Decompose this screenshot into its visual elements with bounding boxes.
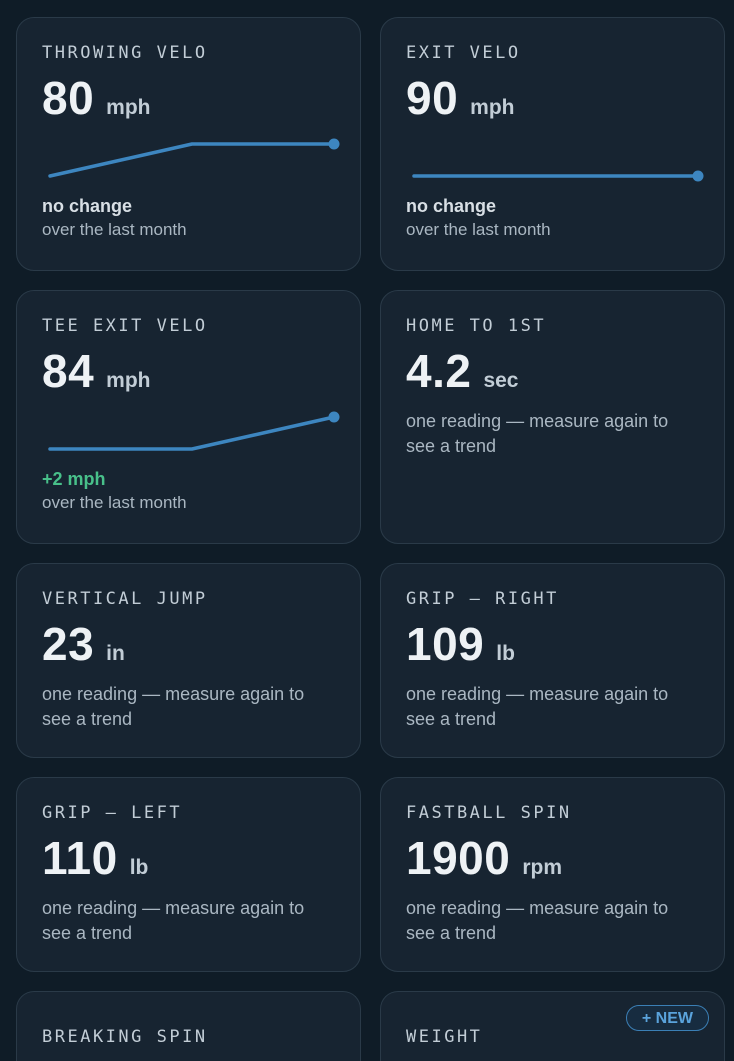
metric-change: no change — [42, 196, 133, 216]
metric-label: GRIP — RIGHT — [406, 589, 559, 609]
metrics-grid: THROWING VELO 80 mph no change over the … — [16, 17, 725, 1061]
metric-value: 84 — [42, 345, 95, 397]
metric-unit: sec — [483, 369, 519, 392]
metric-card-weight[interactable]: WEIGHT + NEW — [380, 991, 725, 1061]
metric-change-caption: over the last month — [42, 220, 187, 239]
metric-label: FASTBALL SPIN — [406, 803, 572, 823]
sparkline-latest-point — [328, 411, 340, 423]
metric-label: BREAKING SPIN — [42, 1027, 208, 1047]
add-weight-button[interactable]: + NEW — [625, 1005, 709, 1031]
metric-label: GRIP — LEFT — [42, 803, 183, 823]
metric-note: one reading — measure again to see a tre… — [42, 684, 305, 729]
metric-value-row: 110 lb — [42, 832, 335, 884]
metric-value: 23 — [42, 618, 95, 670]
metric-unit: mph — [106, 96, 151, 119]
metric-unit: rpm — [522, 856, 563, 879]
metric-unit: lb — [129, 856, 149, 879]
metric-card-throwing-velo[interactable]: THROWING VELO 80 mph no change over the … — [16, 17, 361, 271]
metric-card-grip-left[interactable]: GRIP — LEFT 110 lb one reading — measure… — [16, 777, 361, 972]
metric-card-home-to-first[interactable]: HOME TO 1ST 4.2 sec one reading — measur… — [380, 290, 725, 544]
metric-value: 4.2 — [406, 345, 472, 397]
metric-label: VERTICAL JUMP — [42, 589, 208, 609]
metric-label: HOME TO 1ST — [406, 316, 547, 336]
metric-value: 109 — [406, 618, 485, 670]
sparkline — [48, 138, 340, 178]
sparkline-latest-point — [692, 170, 704, 182]
metric-label: EXIT VELO — [406, 43, 521, 63]
metric-value: 110 — [42, 832, 118, 884]
metric-note: one reading — measure again to see a tre… — [406, 898, 669, 943]
metric-card-breaking-spin[interactable]: BREAKING SPIN — [16, 991, 361, 1061]
metric-card-exit-velo[interactable]: EXIT VELO 90 mph no change over the last… — [380, 17, 725, 271]
metric-value: 1900 — [406, 832, 511, 884]
metric-value-row: 84 mph — [42, 345, 335, 397]
metric-card-tee-exit-velo[interactable]: TEE EXIT VELO 84 mph +2 mph over the las… — [16, 290, 361, 544]
metric-note: one reading — measure again to see a tre… — [42, 898, 305, 943]
metric-unit: lb — [496, 642, 515, 665]
metric-card-vertical-jump[interactable]: VERTICAL JUMP 23 in one reading — measur… — [16, 563, 361, 758]
metric-card-grip-right[interactable]: GRIP — RIGHT 109 lb one reading — measur… — [380, 563, 725, 758]
metric-value-row: 23 in — [42, 618, 335, 670]
metric-value: 80 — [42, 72, 95, 124]
metric-note: one reading — measure again to see a tre… — [406, 684, 669, 729]
metric-value-row: 80 mph — [42, 72, 335, 124]
metric-value: 90 — [406, 72, 459, 124]
metric-value-row: 1900 rpm — [406, 832, 699, 884]
metric-change: +2 mph — [42, 469, 106, 489]
sparkline-path — [48, 415, 336, 451]
metric-unit: mph — [470, 96, 515, 119]
metric-value-row: 109 lb — [406, 618, 699, 670]
metric-label: THROWING VELO — [42, 43, 208, 63]
metric-card-fastball-spin[interactable]: FASTBALL SPIN 1900 rpm one reading — mea… — [380, 777, 725, 972]
metric-change: no change — [406, 196, 497, 216]
metric-note: one reading — measure again to see a tre… — [406, 411, 669, 456]
metric-unit: in — [106, 642, 125, 665]
metric-label: TEE EXIT VELO — [42, 316, 208, 336]
metric-change-caption: over the last month — [406, 220, 551, 239]
sparkline-latest-point — [328, 138, 340, 150]
sparkline-path — [48, 142, 336, 178]
sparkline — [48, 411, 340, 451]
metric-value-row: 90 mph — [406, 72, 699, 124]
metric-value-row: 4.2 sec — [406, 345, 699, 397]
sparkline — [412, 170, 704, 182]
metric-change-caption: over the last month — [42, 493, 187, 512]
metric-unit: mph — [106, 369, 151, 392]
